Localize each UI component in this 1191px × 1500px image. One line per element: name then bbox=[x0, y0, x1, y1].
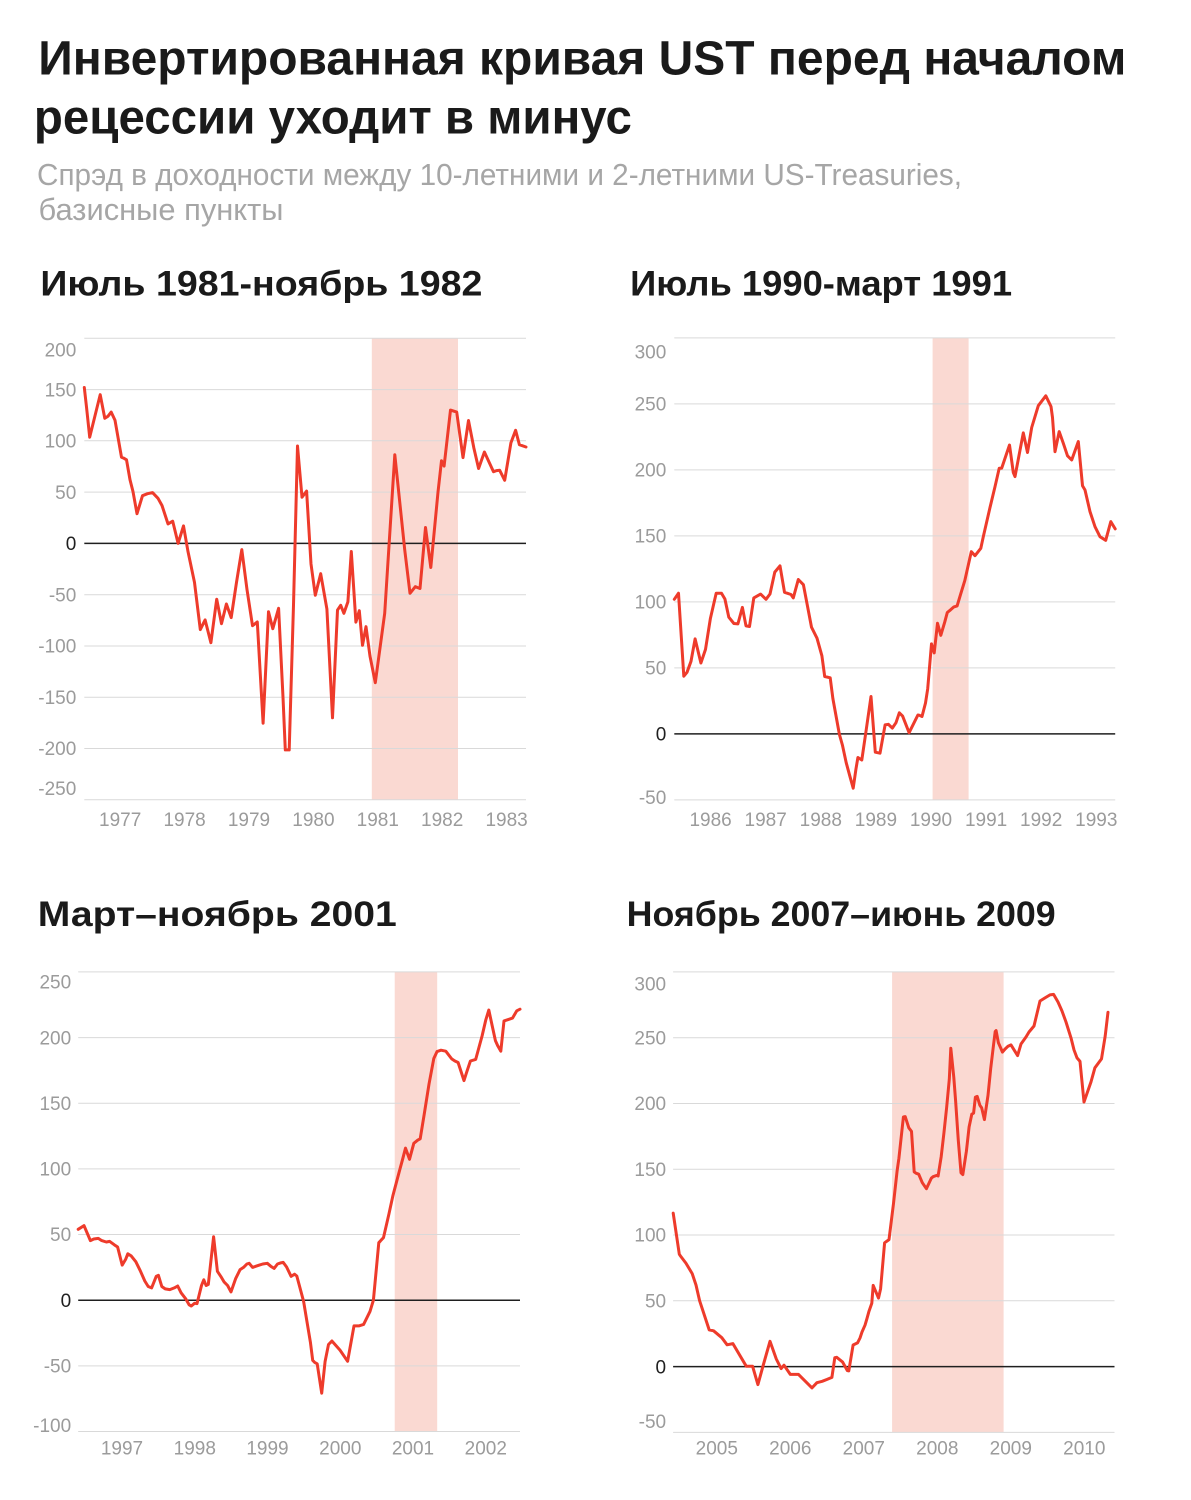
svg-text:1989: 1989 bbox=[855, 810, 897, 831]
svg-text:2005: 2005 bbox=[696, 1439, 738, 1460]
svg-text:100: 100 bbox=[39, 1160, 71, 1181]
svg-text:1980: 1980 bbox=[292, 810, 334, 831]
svg-text:рецессии уходит в минус: рецессии уходит в минус bbox=[34, 92, 632, 145]
svg-text:-100: -100 bbox=[33, 1416, 71, 1437]
svg-text:150: 150 bbox=[635, 527, 667, 548]
svg-text:1992: 1992 bbox=[1020, 810, 1062, 831]
svg-text:Ноябрь 2007–июнь 2009: Ноябрь 2007–июнь 2009 bbox=[627, 895, 1056, 934]
svg-text:150: 150 bbox=[45, 380, 77, 401]
svg-text:50: 50 bbox=[55, 483, 76, 504]
svg-text:200: 200 bbox=[39, 1028, 71, 1049]
svg-text:250: 250 bbox=[39, 972, 71, 993]
svg-text:Июль 1990-март 1991: Июль 1990-март 1991 bbox=[630, 264, 1012, 303]
svg-text:200: 200 bbox=[634, 1094, 666, 1115]
svg-text:1986: 1986 bbox=[689, 810, 731, 831]
svg-text:0: 0 bbox=[61, 1291, 72, 1312]
svg-text:2008: 2008 bbox=[916, 1439, 958, 1460]
svg-text:-50: -50 bbox=[639, 1412, 666, 1433]
svg-text:150: 150 bbox=[634, 1160, 666, 1181]
svg-text:50: 50 bbox=[645, 1292, 666, 1313]
svg-text:250: 250 bbox=[635, 395, 667, 416]
svg-text:300: 300 bbox=[635, 342, 667, 363]
svg-text:Инвертированная кривая UST пер: Инвертированная кривая UST перед началом bbox=[38, 33, 1126, 86]
svg-text:100: 100 bbox=[634, 1226, 666, 1247]
svg-text:1979: 1979 bbox=[228, 810, 270, 831]
svg-text:1993: 1993 bbox=[1075, 810, 1117, 831]
svg-text:-150: -150 bbox=[38, 688, 76, 709]
svg-text:2010: 2010 bbox=[1063, 1439, 1105, 1460]
svg-text:2002: 2002 bbox=[465, 1439, 507, 1460]
svg-text:2009: 2009 bbox=[990, 1439, 1032, 1460]
svg-text:1999: 1999 bbox=[246, 1439, 288, 1460]
svg-text:200: 200 bbox=[45, 341, 77, 362]
svg-text:-50: -50 bbox=[49, 585, 76, 606]
svg-text:1988: 1988 bbox=[800, 810, 842, 831]
svg-text:1977: 1977 bbox=[99, 810, 141, 831]
svg-text:2007: 2007 bbox=[843, 1439, 885, 1460]
svg-text:1981: 1981 bbox=[357, 810, 399, 831]
svg-text:150: 150 bbox=[39, 1094, 71, 1115]
svg-text:-200: -200 bbox=[38, 739, 76, 760]
svg-text:Спрэд в доходности между 10-ле: Спрэд в доходности между 10-летними и 2-… bbox=[37, 157, 962, 192]
svg-text:-50: -50 bbox=[639, 788, 666, 809]
svg-text:1997: 1997 bbox=[101, 1439, 143, 1460]
svg-text:1990: 1990 bbox=[910, 810, 952, 831]
svg-text:2001: 2001 bbox=[392, 1439, 434, 1460]
svg-text:100: 100 bbox=[45, 432, 77, 453]
svg-text:300: 300 bbox=[634, 974, 666, 995]
svg-text:-250: -250 bbox=[38, 779, 76, 800]
svg-text:1978: 1978 bbox=[163, 810, 205, 831]
svg-text:200: 200 bbox=[635, 461, 667, 482]
svg-text:2006: 2006 bbox=[769, 1439, 811, 1460]
svg-text:50: 50 bbox=[645, 659, 666, 680]
svg-text:Июль 1981-ноябрь 1982: Июль 1981-ноябрь 1982 bbox=[40, 264, 482, 303]
svg-text:1987: 1987 bbox=[745, 810, 787, 831]
svg-text:1991: 1991 bbox=[965, 810, 1007, 831]
svg-text:1982: 1982 bbox=[421, 810, 463, 831]
svg-text:Март–ноябрь 2001: Март–ноябрь 2001 bbox=[38, 895, 397, 934]
svg-text:100: 100 bbox=[635, 593, 667, 614]
svg-text:0: 0 bbox=[66, 534, 77, 555]
svg-text:0: 0 bbox=[656, 725, 667, 746]
svg-text:базисные пункты: базисные пункты bbox=[39, 192, 284, 227]
svg-text:-100: -100 bbox=[38, 637, 76, 658]
svg-text:1998: 1998 bbox=[174, 1439, 216, 1460]
svg-text:2000: 2000 bbox=[319, 1439, 361, 1460]
svg-text:50: 50 bbox=[50, 1225, 71, 1246]
svg-text:250: 250 bbox=[634, 1028, 666, 1049]
svg-text:0: 0 bbox=[656, 1357, 667, 1378]
svg-text:1983: 1983 bbox=[485, 810, 527, 831]
svg-text:-50: -50 bbox=[44, 1357, 71, 1378]
